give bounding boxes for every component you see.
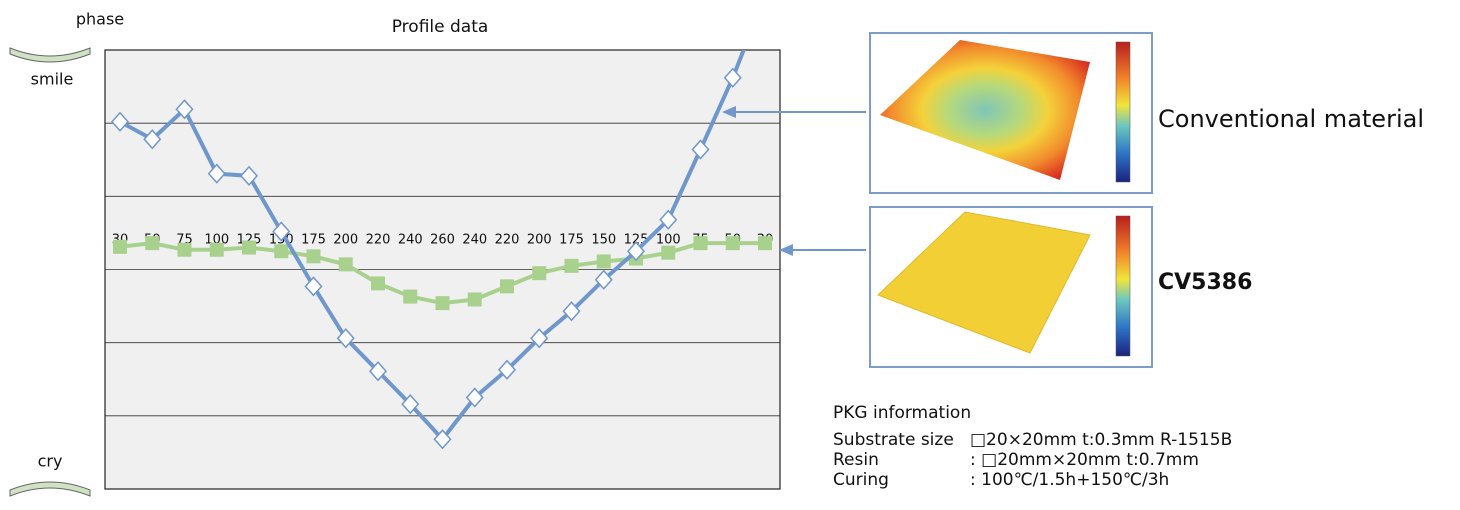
legend-label: Conventional material <box>1158 105 1424 133</box>
point <box>178 243 192 257</box>
category-label: 175 <box>559 233 584 248</box>
point <box>113 240 127 254</box>
smile-label: smile <box>31 70 74 89</box>
category-label: 200 <box>527 233 552 248</box>
info-key: Curing <box>833 470 889 490</box>
category-label: 240 <box>462 233 487 248</box>
phase-label: phase <box>76 10 124 29</box>
info-value: □20×20mm t:0.3mm R-1515B <box>970 430 1232 450</box>
category-label: 150 <box>591 233 616 248</box>
point <box>468 292 482 306</box>
color-bar <box>1116 42 1130 182</box>
category-label: 240 <box>398 233 423 248</box>
point <box>694 236 708 250</box>
point <box>758 236 772 250</box>
point <box>145 236 159 250</box>
pkg-info: PKG information Substrate size □20×20mm t:… <box>833 403 1232 490</box>
category-label: 175 <box>301 233 326 248</box>
point <box>403 290 417 304</box>
category-label: 220 <box>495 233 520 248</box>
point <box>210 243 224 257</box>
point <box>436 296 450 310</box>
point <box>307 249 321 263</box>
legend-label: CV5386 <box>1158 270 1252 295</box>
info-value: : □20mm×20mm t:0.7mm <box>970 450 1199 470</box>
point <box>726 236 740 250</box>
info-title: PKG information <box>833 403 971 423</box>
category-label: 260 <box>430 233 455 248</box>
category-label: 220 <box>366 233 391 248</box>
smile-icon <box>10 48 90 62</box>
category-label: 100 <box>656 233 681 248</box>
arrow-head <box>779 244 793 256</box>
info-value: : 100℃/1.5h+150℃/3h <box>970 470 1169 490</box>
point <box>597 254 611 268</box>
point <box>242 241 256 255</box>
info-key: Resin <box>833 450 879 470</box>
chart-title: Profile data <box>392 17 489 37</box>
cry-icon <box>10 482 90 496</box>
point <box>757 0 773 5</box>
point <box>500 279 514 293</box>
point <box>339 257 353 271</box>
info-key: Substrate size <box>833 430 954 450</box>
cry-label: cry <box>38 452 63 471</box>
point <box>532 266 546 280</box>
point <box>661 246 675 260</box>
color-bar <box>1116 216 1130 356</box>
point <box>565 259 579 273</box>
category-label: 200 <box>333 233 358 248</box>
point <box>274 244 288 258</box>
figure: Profile data phase smile cry 30507510012… <box>0 0 1460 506</box>
point <box>371 276 385 290</box>
